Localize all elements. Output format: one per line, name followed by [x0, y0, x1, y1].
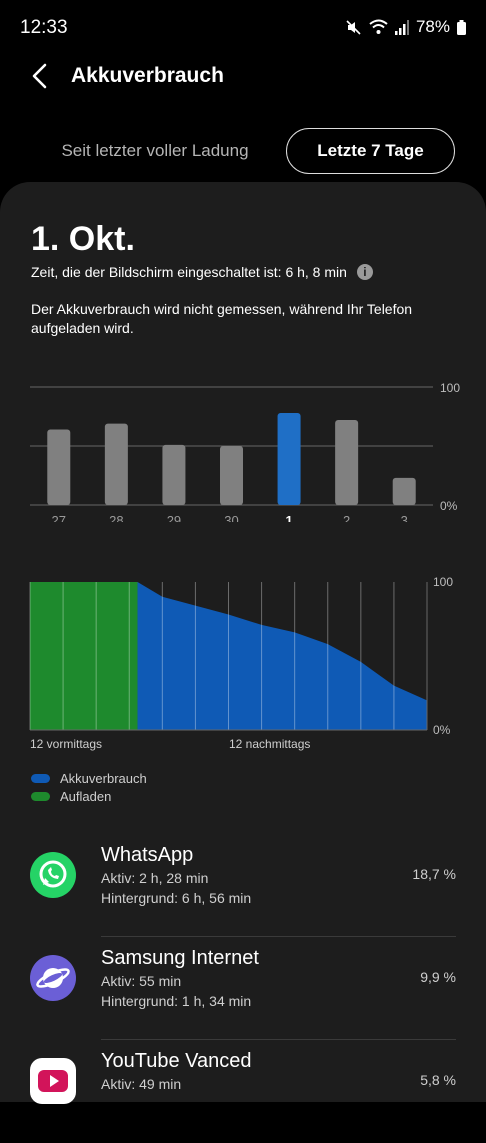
y-label-max: 100 — [440, 381, 460, 395]
x-tick-27: 27 — [52, 513, 66, 522]
app-active-time: Aktiv: 49 min — [101, 1076, 182, 1092]
x-tick-3: 3 — [401, 513, 408, 522]
app-name: WhatsApp — [101, 844, 194, 866]
signal-icon — [394, 19, 409, 35]
app-background-time: Hintergrund: 1 h, 34 min — [101, 993, 252, 1009]
tab-last-7-days[interactable]: Letzte 7 Tage — [286, 128, 455, 174]
app-item-whatsapp[interactable]: WhatsApp Aktiv: 2 h, 28 min Hintergrund:… — [0, 834, 486, 937]
area-charging — [30, 582, 138, 730]
x-tick-30: 30 — [224, 513, 238, 522]
app-percent: 9,9 % — [420, 969, 456, 985]
daily-battery-chart: 100 0% 12 vormittags 12 nachmittags — [29, 575, 453, 751]
app-name: YouTube Vanced — [101, 1050, 252, 1072]
usage-card: 1. Okt. Zeit, die der Bildschirm eingesc… — [0, 182, 486, 1104]
whatsapp-icon — [30, 852, 76, 898]
app-item-samsung-internet[interactable]: Samsung Internet Aktiv: 55 min Hintergru… — [0, 937, 486, 1040]
youtube-vanced-icon — [30, 1058, 76, 1104]
x-label-pm: 12 nachmittags — [229, 737, 310, 751]
app-item-youtube-vanced[interactable]: YouTube Vanced Aktiv: 49 min 5,8 % — [0, 1040, 486, 1143]
legend-swatch-charging — [31, 791, 50, 801]
weekly-bar-chart[interactable]: 100 0% 27 28 29 30 1 2 3 — [0, 372, 486, 522]
battery-percent: 78% — [415, 17, 450, 36]
x-label-am: 12 vormittags — [30, 737, 102, 751]
y-label-min: 0% — [433, 723, 451, 737]
chart-legend: Akkuverbrauch Aufladen — [31, 769, 147, 805]
x-tick-2: 2 — [343, 513, 350, 522]
whatsapp-glyph-icon — [39, 860, 67, 888]
period-tabs: Seit letzter voller Ladung Letzte 7 Tage — [0, 128, 486, 176]
app-percent: 18,7 % — [412, 866, 456, 882]
bar-1 — [277, 412, 301, 505]
screen-time-row: Zeit, die der Bildschirm eingeschaltet i… — [31, 264, 373, 280]
selected-date: 1. Okt. — [31, 220, 135, 258]
bar-27 — [47, 429, 71, 505]
page-title: Akkuverbrauch — [71, 64, 224, 87]
tab-since-full-charge[interactable]: Seit letzter voller Ladung — [61, 141, 249, 160]
bar-3 — [392, 477, 416, 505]
wifi-icon — [369, 19, 388, 34]
back-arrow-icon[interactable] — [26, 60, 56, 92]
bar-2 — [335, 420, 359, 505]
charging-note: Der Akkuverbrauch wird nicht gemessen, w… — [31, 301, 413, 336]
app-active-time: Aktiv: 55 min — [101, 973, 182, 989]
app-usage-list: WhatsApp Aktiv: 2 h, 28 min Hintergrund:… — [0, 834, 486, 1143]
y-label-max: 100 — [433, 575, 453, 589]
app-background-time: Hintergrund: 6 h, 56 min — [101, 890, 252, 906]
y-label-min: 0% — [440, 499, 458, 513]
x-tick-28: 28 — [109, 513, 123, 522]
divider — [101, 1039, 456, 1040]
legend-label-usage: Akkuverbrauch — [60, 770, 147, 786]
app-bar: Akkuverbrauch — [0, 56, 486, 96]
legend-item-charging: Aufladen — [31, 787, 147, 805]
status-icons: 78% — [345, 17, 466, 37]
bar-30 — [220, 446, 243, 505]
legend-item-usage: Akkuverbrauch — [31, 769, 147, 787]
battery-icon — [457, 19, 466, 35]
divider — [101, 936, 456, 937]
play-icon — [38, 1070, 68, 1092]
screen-time-text: Zeit, die der Bildschirm eingeschaltet i… — [31, 264, 347, 280]
status-time: 12:33 — [20, 17, 68, 38]
app-percent: 5,8 % — [420, 1072, 456, 1088]
samsung-internet-icon — [30, 955, 76, 1001]
x-tick-29: 29 — [167, 513, 181, 522]
info-icon[interactable]: i — [356, 264, 373, 280]
app-name: Samsung Internet — [101, 947, 259, 969]
area-usage — [137, 582, 428, 730]
legend-swatch-usage — [31, 773, 50, 783]
planet-icon — [36, 968, 70, 988]
bar-28 — [104, 423, 128, 505]
legend-label-charging: Aufladen — [60, 788, 112, 804]
mute-icon — [346, 19, 361, 35]
bar-29 — [162, 444, 186, 505]
x-tick-1: 1 — [285, 513, 292, 522]
status-bar: 12:33 78% — [0, 0, 486, 56]
app-active-time: Aktiv: 2 h, 28 min — [101, 870, 209, 886]
